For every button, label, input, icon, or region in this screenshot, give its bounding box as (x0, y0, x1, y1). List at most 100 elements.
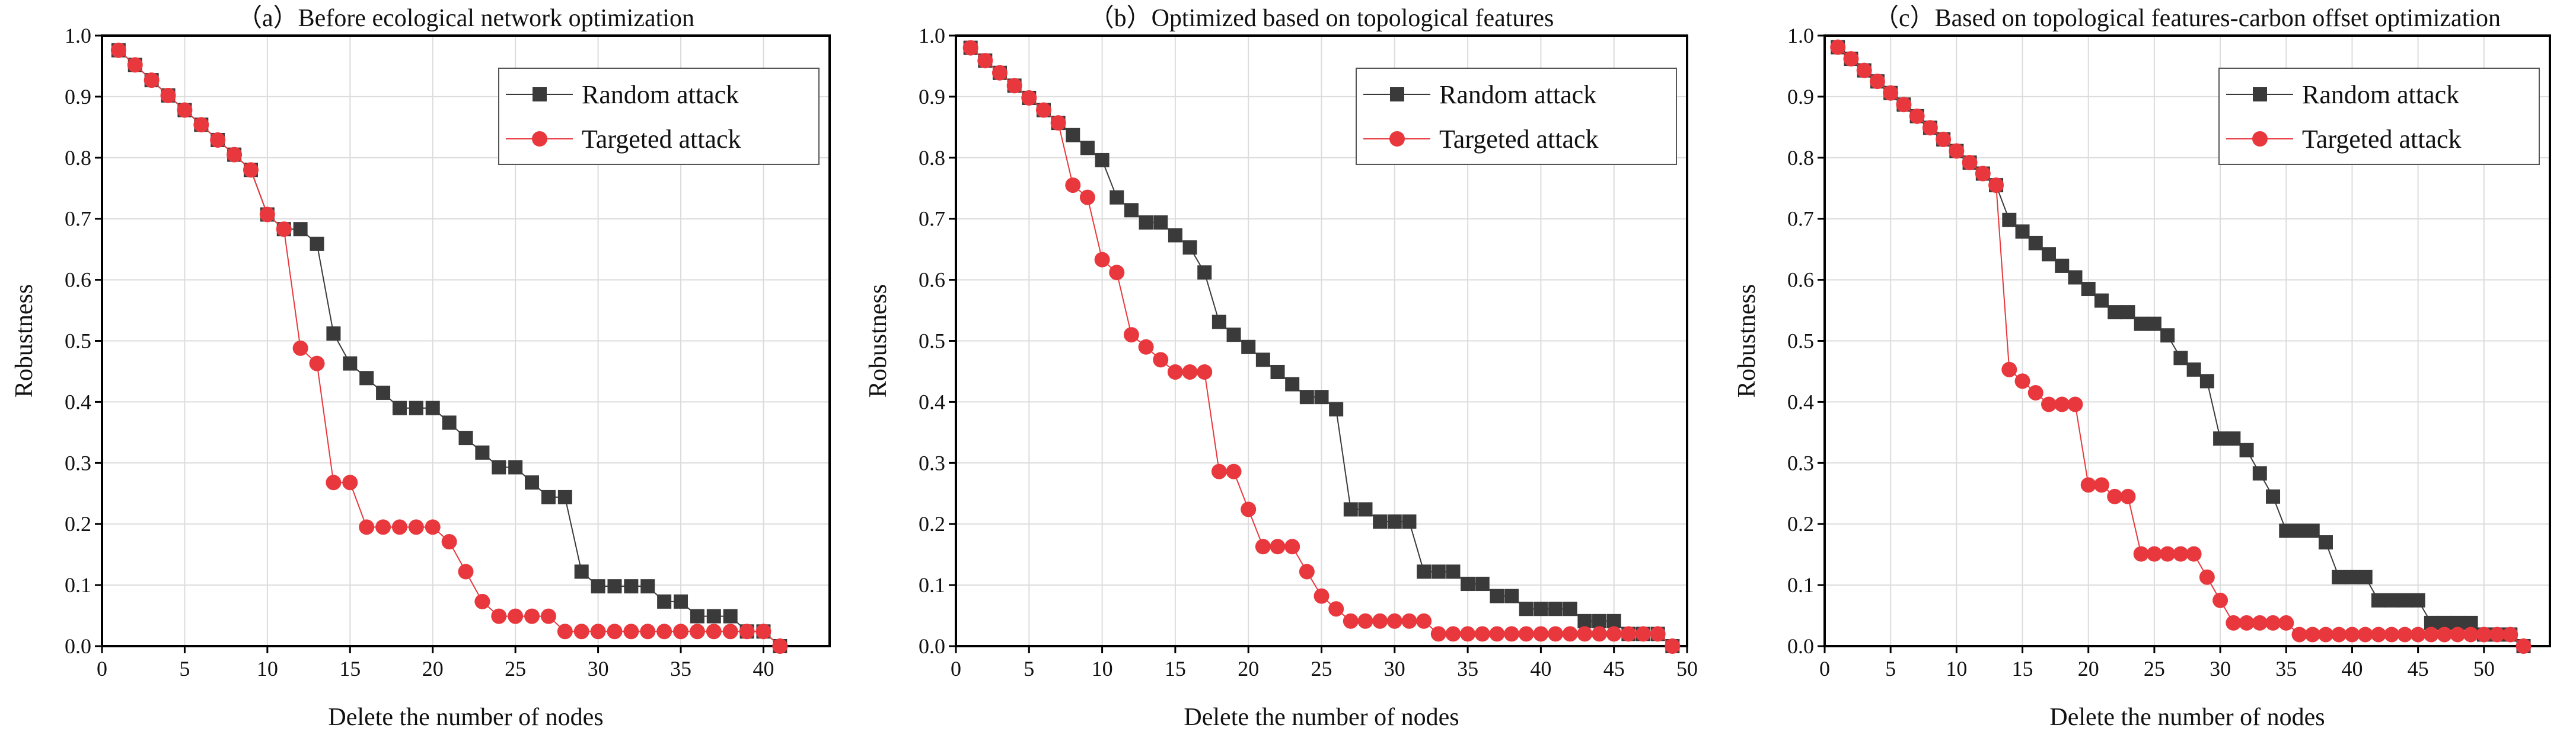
data-point-targeted (977, 53, 993, 69)
y-tick-label: 0.1 (65, 573, 91, 597)
x-tick-label: 15 (1165, 657, 1186, 681)
data-point-random (1534, 602, 1548, 616)
data-point-random (343, 356, 358, 371)
x-tick-label: 50 (1676, 657, 1698, 681)
data-point-targeted (408, 519, 424, 535)
x-tick-label: 40 (2341, 657, 2363, 681)
legend-label: Targeted attack (1439, 125, 1599, 154)
data-point-targeted (1372, 613, 1388, 629)
data-point-random (1212, 314, 1226, 329)
y-tick-label: 0.7 (1787, 207, 1814, 231)
x-tick-label: 5 (1885, 657, 1896, 681)
data-point-random (2266, 489, 2281, 504)
y-axis-label: Robustness (1733, 284, 1761, 398)
data-point-random (293, 222, 308, 237)
y-tick-label: 0.0 (919, 634, 945, 658)
x-tick-label: 25 (505, 657, 526, 681)
data-point-random (1475, 577, 1490, 592)
data-point-targeted (2054, 396, 2070, 412)
data-point-random (376, 385, 391, 400)
x-axis-label: Delete the number of nodes (2049, 704, 2325, 731)
data-point-targeted (689, 624, 705, 640)
data-point-targeted (2014, 373, 2030, 389)
data-point-random (2147, 316, 2161, 331)
data-point-targeted (1975, 166, 1991, 182)
data-point-targeted (2344, 627, 2360, 643)
x-tick-label: 45 (2408, 657, 2429, 681)
data-point-targeted (359, 519, 375, 535)
data-point-targeted (1988, 177, 2004, 193)
data-point-targeted (2133, 546, 2149, 562)
y-tick-label: 0.8 (65, 146, 91, 170)
data-point-targeted (1922, 120, 1938, 136)
x-tick-label: 25 (2144, 657, 2165, 681)
x-tick-label: 50 (2473, 657, 2495, 681)
data-point-targeted (2120, 488, 2136, 504)
data-point-random (1387, 514, 1402, 529)
chart-title: （c）Based on topological features-carbon … (1874, 5, 2501, 32)
legend-marker-circle (2252, 131, 2268, 147)
data-point-random (1402, 514, 1417, 529)
y-tick-label: 0.5 (65, 329, 91, 353)
data-point-targeted (144, 72, 160, 88)
data-point-targeted (2093, 477, 2109, 493)
data-point-targeted (491, 608, 507, 624)
data-point-targeted (127, 57, 143, 73)
data-point-targeted (2516, 638, 2532, 654)
data-point-targeted (1386, 613, 1402, 629)
x-tick-label: 30 (588, 657, 609, 681)
legend-label: Random attack (1439, 80, 1596, 109)
data-point-random (425, 400, 440, 415)
data-point-targeted (772, 638, 788, 654)
data-point-random (1606, 614, 1621, 628)
y-tick-label: 0.3 (65, 451, 91, 475)
data-point-random (2108, 305, 2122, 320)
chart-title: （b）Optimized based on topological featur… (1089, 5, 1554, 32)
data-point-random (2055, 258, 2070, 273)
chart-panel-2: 0 5 10 15 20 25 30 35 40 45 50 0.0 0.1 0.2 0.3 0.4 0.5 0.… (1733, 5, 2551, 731)
data-point-targeted (524, 608, 540, 624)
chart-title: （a）Before ecological network optimizatio… (237, 5, 694, 32)
data-point-random (2213, 431, 2228, 446)
x-tick-label: 10 (257, 657, 278, 681)
data-point-targeted (1548, 626, 1564, 642)
data-point-targeted (1650, 626, 1666, 642)
y-axis-label: Robustness (865, 284, 892, 398)
data-point-targeted (2437, 627, 2453, 643)
data-point-targeted (1445, 626, 1461, 642)
data-point-random (591, 579, 605, 594)
x-axis-label: Delete the number of nodes (328, 704, 603, 731)
data-point-targeted (259, 206, 275, 222)
y-tick-label: 0.2 (65, 512, 91, 536)
data-point-targeted (1211, 463, 1227, 479)
data-point-targeted (962, 40, 978, 56)
data-point-random (1563, 602, 1577, 616)
data-point-random (1095, 152, 1110, 167)
data-point-targeted (1094, 252, 1110, 268)
data-point-targeted (1241, 501, 1257, 517)
data-point-targeted (755, 624, 771, 640)
data-point-targeted (1843, 51, 1859, 67)
data-point-targeted (1936, 131, 1952, 147)
data-point-targeted (1504, 626, 1520, 642)
data-point-random (1153, 215, 1168, 230)
data-point-targeted (2160, 546, 2176, 562)
data-point-targeted (375, 519, 391, 535)
x-tick-label: 5 (1024, 657, 1034, 681)
data-point-targeted (1962, 155, 1978, 171)
x-tick-label: 15 (339, 657, 361, 681)
data-point-targeted (474, 593, 490, 609)
data-point-targeted (607, 624, 623, 640)
data-point-random (2028, 236, 2043, 250)
data-point-targeted (425, 519, 441, 535)
data-point-random (657, 594, 672, 609)
data-point-targeted (1489, 626, 1505, 642)
x-tick-label: 15 (2012, 657, 2033, 681)
y-tick-label: 1.0 (919, 24, 945, 47)
data-point-targeted (2041, 396, 2057, 412)
data-point-random (1314, 390, 1329, 405)
y-tick-label: 0.5 (1787, 329, 1814, 353)
data-point-targeted (292, 340, 308, 356)
data-point-targeted (193, 117, 209, 133)
y-tick-label: 0.8 (919, 146, 945, 170)
